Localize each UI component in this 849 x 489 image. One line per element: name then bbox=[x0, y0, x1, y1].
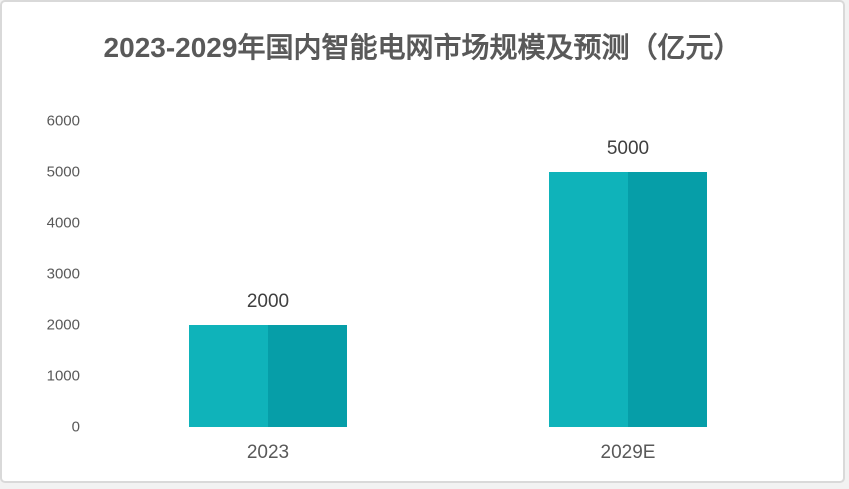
y-axis-tick-label: 1000 bbox=[46, 367, 80, 385]
y-axis-tick-label: 2000 bbox=[46, 316, 80, 334]
bar-value-label: 2000 bbox=[246, 291, 290, 312]
y-axis-tick-label: 6000 bbox=[46, 112, 80, 130]
chart-title: 2023-2029年国内智能电网市场规模及预测（亿元） bbox=[103, 32, 742, 63]
y-axis-tick-label: 0 bbox=[71, 418, 80, 436]
y-axis-tick-label: 3000 bbox=[46, 265, 80, 283]
bar-2029E bbox=[549, 172, 707, 427]
y-axis-tick-label: 5000 bbox=[46, 163, 80, 181]
bar-value-label: 5000 bbox=[606, 138, 650, 159]
x-axis-category-label: 2029E bbox=[600, 442, 656, 463]
y-axis-tick-label: 4000 bbox=[46, 214, 80, 232]
bar-2023 bbox=[189, 325, 347, 427]
x-axis-category-label: 2023 bbox=[246, 442, 290, 463]
